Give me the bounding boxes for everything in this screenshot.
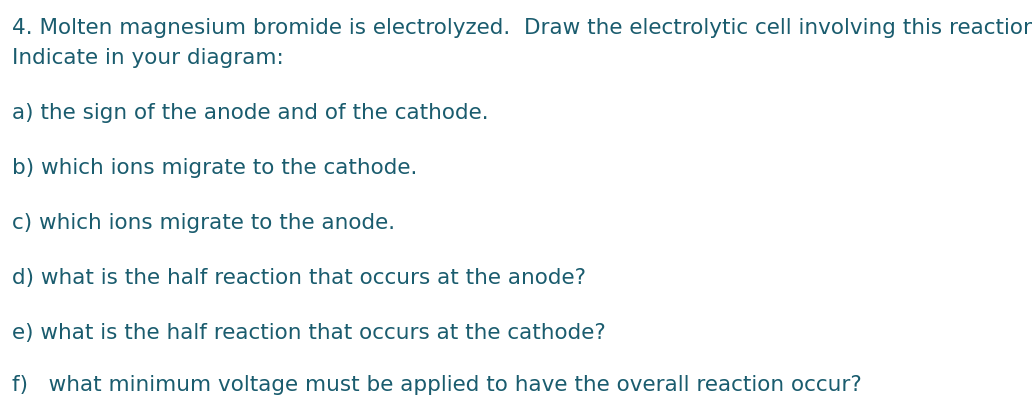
Text: 4. Molten magnesium bromide is electrolyzed.  Draw the electrolytic cell involvi: 4. Molten magnesium bromide is electroly… — [12, 18, 1032, 38]
Text: d) what is the half reaction that occurs at the anode?: d) what is the half reaction that occurs… — [12, 268, 586, 288]
Text: b) which ions migrate to the cathode.: b) which ions migrate to the cathode. — [12, 158, 417, 178]
Text: f)   what minimum voltage must be applied to have the overall reaction occur?: f) what minimum voltage must be applied … — [12, 375, 862, 395]
Text: e) what is the half reaction that occurs at the cathode?: e) what is the half reaction that occurs… — [12, 323, 606, 343]
Text: a) the sign of the anode and of the cathode.: a) the sign of the anode and of the cath… — [12, 103, 488, 123]
Text: c) which ions migrate to the anode.: c) which ions migrate to the anode. — [12, 213, 395, 233]
Text: Indicate in your diagram:: Indicate in your diagram: — [12, 48, 284, 68]
